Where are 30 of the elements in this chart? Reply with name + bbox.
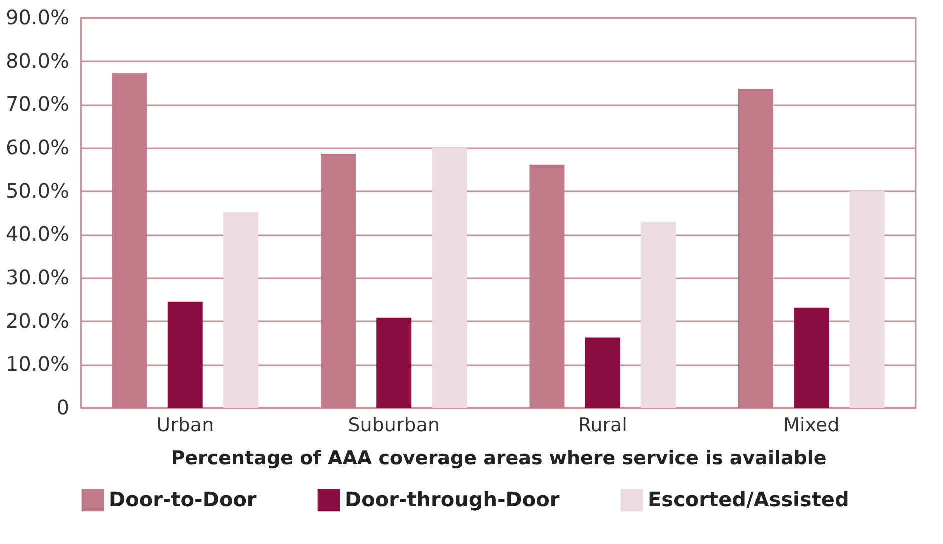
y-tick-label: 90.0% <box>6 6 70 30</box>
bar <box>432 148 468 408</box>
bar <box>320 154 356 408</box>
bar <box>224 212 259 408</box>
legend-label: Door-through-Door <box>345 487 560 512</box>
legend-label: Escorted/Assisted <box>648 487 850 512</box>
x-tick-label: Suburban <box>348 414 440 436</box>
y-tick-label: 70.0% <box>6 92 70 116</box>
bar <box>794 308 830 408</box>
y-tick-label: 0 <box>56 396 70 420</box>
bar <box>850 191 885 408</box>
y-tick-label: 60.0% <box>6 136 70 160</box>
y-tick-label: 20.0% <box>6 308 70 333</box>
legend-label: Door-to-Door <box>109 487 257 512</box>
y-tick-label: 40.0% <box>6 222 70 246</box>
bar <box>530 164 565 408</box>
x-axis-title: Percentage of AAA coverage areas where service is available <box>171 448 827 470</box>
bar <box>738 89 774 408</box>
x-tick-label: Urban <box>156 414 214 436</box>
bar <box>585 338 620 408</box>
y-tick-label: 10.0% <box>6 352 70 376</box>
y-tick-label: 50.0% <box>6 178 70 203</box>
bar <box>641 222 676 408</box>
y-tick-label: 30.0% <box>6 266 70 290</box>
y-tick-label: 80.0% <box>6 48 70 73</box>
bar <box>168 302 203 408</box>
x-tick-label: Rural <box>578 414 628 436</box>
bar <box>112 73 148 408</box>
x-tick-label: Mixed <box>784 414 840 436</box>
bar <box>376 318 412 408</box>
